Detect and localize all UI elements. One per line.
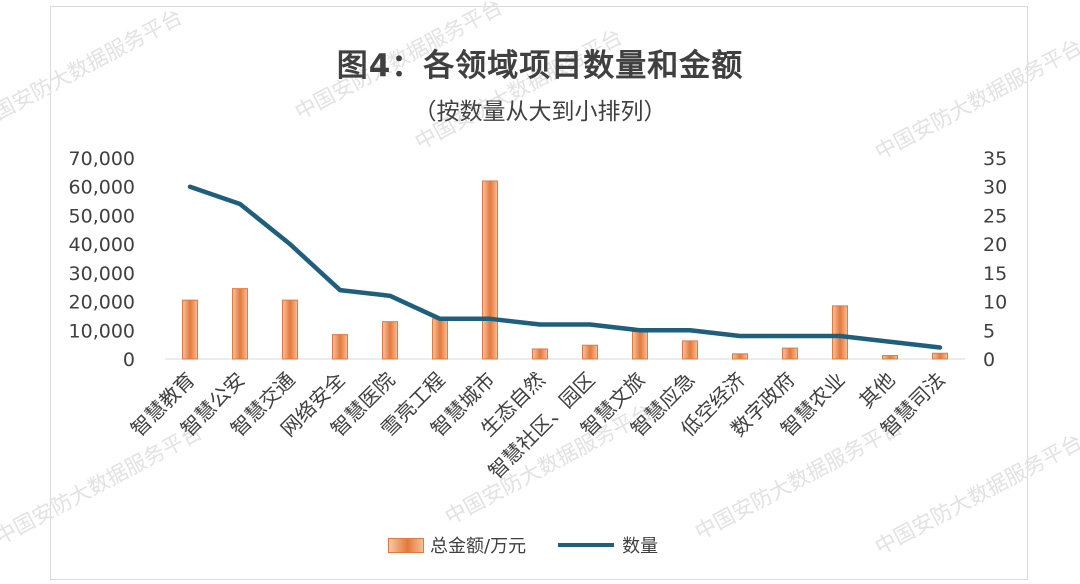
chart-subtitle: （按数量从大到小排列） [413,99,667,125]
right-axis-tick-label: 10 [983,292,1007,314]
bar-amount [732,353,748,360]
bar-amount [182,299,198,360]
watermark-text: 中国安防大数据服务平台 [871,430,1080,560]
bar-amount [932,352,948,360]
legend-label-amount: 总金额/万元 [430,536,527,557]
left-axis-tick-label: 20,000 [69,292,135,314]
bar-amount [682,340,698,360]
bar-amount [582,344,598,360]
line-count [187,184,943,350]
bar-amount [782,347,798,360]
chart-frame [50,6,1028,580]
left-axis-tick-label: 10,000 [69,320,135,342]
left-axis-tick-label: 60,000 [69,177,135,199]
chart-title: 图4：各领域项目数量和金额 [336,48,744,84]
right-axis-tick-label: 5 [983,320,995,342]
bar-amount [382,321,398,360]
right-axis-tick-label: 0 [983,349,995,371]
bar-amount [232,288,248,360]
watermark-text: 中国安防大数据服务平台 [0,420,206,550]
right-axis-tick-label: 20 [983,234,1007,256]
left-axis-tick-label: 50,000 [69,205,135,227]
legend-label-count: 数量 [622,536,659,557]
right-axis-tick-label: 15 [983,263,1007,285]
left-axis-tick-label: 40,000 [69,234,135,256]
right-axis-tick-label: 25 [983,205,1007,227]
bar-amount [432,318,448,360]
bar-amount [282,299,298,360]
legend-bar-swatch [388,537,424,553]
left-axis-tick-label: 70,000 [69,148,135,170]
right-axis-tick-label: 35 [983,148,1007,170]
left-axis-tick-label: 0 [123,349,135,371]
bar-amount [532,348,548,360]
legend-line-swatch [558,543,615,547]
right-axis-tick-label: 30 [983,177,1007,199]
left-axis-tick-label: 30,000 [69,263,135,285]
bar-amount [882,355,898,360]
bar-amount [482,180,498,360]
bar-amount [632,331,648,360]
legend: 总金额/万元 数量 [388,532,658,558]
bar-amount [332,334,348,360]
bar-amount [832,305,848,360]
